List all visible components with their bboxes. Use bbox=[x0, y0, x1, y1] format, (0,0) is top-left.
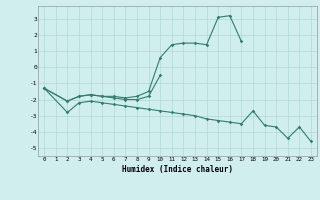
X-axis label: Humidex (Indice chaleur): Humidex (Indice chaleur) bbox=[122, 165, 233, 174]
